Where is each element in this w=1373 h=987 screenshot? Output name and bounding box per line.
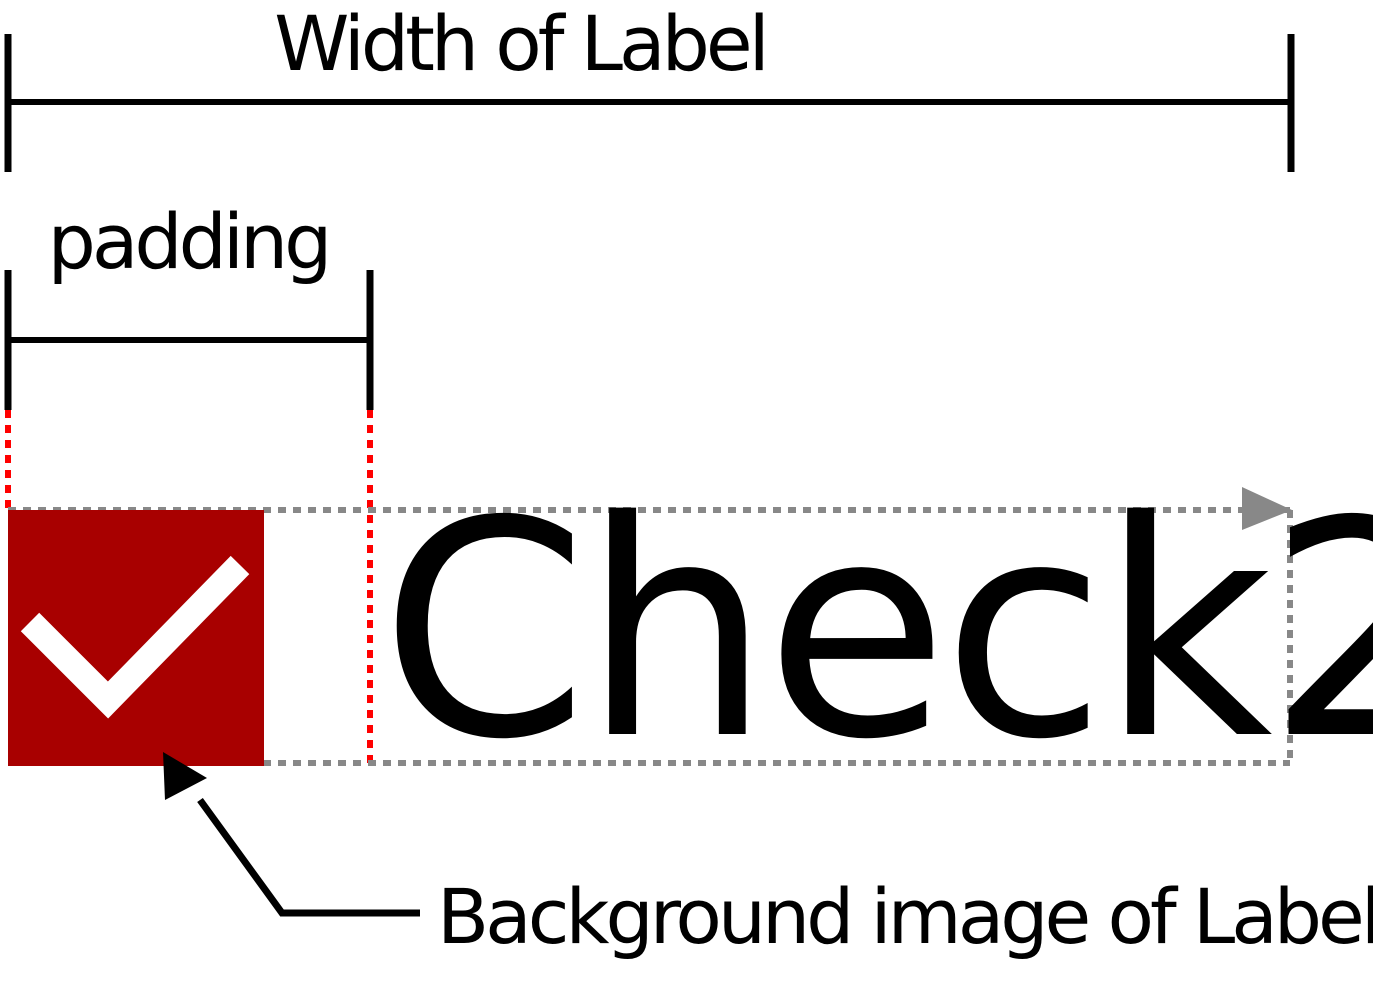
padding-guides xyxy=(5,410,373,765)
callout-leader-line xyxy=(197,797,420,917)
callout-arrowhead-icon xyxy=(163,752,207,800)
checkbox-background-image xyxy=(8,510,264,766)
background-callout: Background image of Label xyxy=(163,752,1373,961)
background-callout-text: Background image of Label xyxy=(437,872,1373,961)
label-text: Check2 xyxy=(380,458,1373,805)
width-dimension: Width of Label xyxy=(4,0,1295,172)
padding-dimension: padding xyxy=(4,197,374,410)
padding-dimension-text: padding xyxy=(48,197,329,286)
label-direction-arrow-icon xyxy=(1242,487,1292,530)
checkmark-icon xyxy=(20,555,250,719)
width-dimension-text: Width of Label xyxy=(274,0,765,88)
